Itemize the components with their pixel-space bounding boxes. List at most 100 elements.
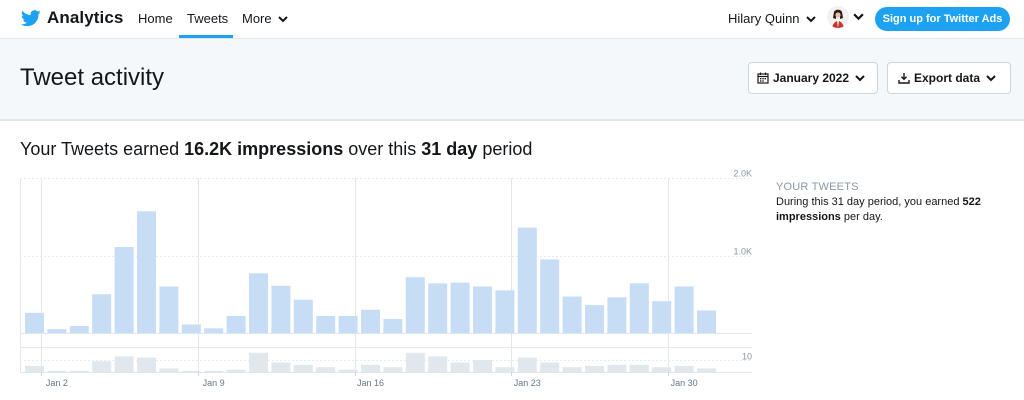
engagements-bar <box>204 370 224 372</box>
impressions-bar <box>159 286 179 333</box>
impressions-bar <box>428 283 448 333</box>
user-menu[interactable]: Hilary Quinn <box>728 11 816 26</box>
impressions-bar <box>204 328 224 333</box>
engagements-bar <box>540 362 560 372</box>
date-range-button[interactable]: January 2022 <box>748 62 878 94</box>
impressions-chart: 2.0K 1.0K 10 Jan 2 Jan 9 Jan 16 Jan 23 Jan 30 <box>20 170 752 388</box>
impressions-bar <box>607 297 627 333</box>
nav-tweets[interactable]: Tweets <box>187 11 229 26</box>
impressions-bar <box>114 246 134 333</box>
top-nav: Analytics Home Tweets More Hilary Quinn … <box>0 0 1024 39</box>
engagements-bar <box>383 367 403 372</box>
side-text-suffix: per day. <box>843 211 883 223</box>
impressions-bar <box>25 312 44 333</box>
chevron-down-icon <box>986 74 996 81</box>
engagements-bar <box>69 370 89 372</box>
summary-impressions: 16.2K impressions <box>184 139 344 159</box>
user-name: Hilary Quinn <box>728 11 800 26</box>
engagements-bar <box>249 352 268 372</box>
nav-more[interactable]: More <box>242 11 288 26</box>
impressions-bar <box>316 315 336 333</box>
impressions-bar <box>405 277 425 333</box>
impressions-bar <box>92 294 112 333</box>
y-tick-label: 1.0K <box>733 247 752 257</box>
impressions-bar <box>629 283 649 333</box>
impressions-bar <box>47 329 67 333</box>
x-tick-label: Jan 30 <box>671 378 698 388</box>
engagements-bar <box>450 362 470 372</box>
engagements-bar <box>226 369 246 372</box>
side-text-prefix: During this 31 day period, you earned <box>776 196 960 208</box>
engagements-bar <box>629 364 649 372</box>
twitter-bird-icon <box>21 9 41 26</box>
engagements-bar <box>293 364 313 372</box>
engagements-bar <box>271 362 291 372</box>
avatar[interactable] <box>827 6 849 28</box>
engagements-bar <box>473 360 492 372</box>
impressions-bar <box>495 290 515 333</box>
date-range-label: January 2022 <box>772 71 850 85</box>
engagements-bar <box>674 366 694 372</box>
engagements-bar <box>405 352 425 372</box>
impressions-bar <box>137 211 156 333</box>
impressions-bar <box>674 286 694 333</box>
engagements-bar <box>652 367 672 372</box>
side-heading: YOUR TWEETS <box>776 181 859 193</box>
avatar-image <box>827 6 849 28</box>
export-data-button[interactable]: Export data <box>887 62 1011 94</box>
engagements-bar <box>607 364 627 372</box>
chevron-down-icon <box>855 74 865 81</box>
x-tick-label: Jan 9 <box>203 378 225 388</box>
impressions-bar <box>697 310 716 333</box>
sign-up-ads-button[interactable]: Sign up for Twitter Ads <box>875 7 1010 31</box>
x-tick-label: Jan 23 <box>514 378 541 388</box>
impressions-bar <box>517 227 537 333</box>
impressions-bar <box>450 282 470 333</box>
impressions-bar <box>338 315 358 333</box>
engagements-bar <box>316 367 336 372</box>
page-title: Tweet activity <box>20 64 165 91</box>
chevron-down-icon <box>278 16 288 23</box>
side-value-label: impressions <box>776 211 841 223</box>
x-tick-label: Jan 16 <box>357 378 384 388</box>
summary-period: 31 day <box>421 139 478 159</box>
download-icon <box>898 73 910 84</box>
engagements-bar <box>495 367 515 372</box>
impressions-bar <box>473 286 492 333</box>
impressions-bar <box>652 301 672 333</box>
chevron-down-icon <box>806 16 816 23</box>
brand-link[interactable]: Analytics <box>21 8 124 28</box>
export-data-label: Export data <box>913 71 980 85</box>
engagements-bar <box>137 357 156 372</box>
impressions-bar <box>540 259 560 333</box>
nav-active-indicator <box>179 35 233 38</box>
impressions-bar <box>383 319 403 333</box>
tweets-summary-panel: YOUR TWEETS During this 31 day period, y… <box>776 180 1006 225</box>
engagements-bar <box>697 368 716 372</box>
calendar-icon <box>757 72 769 84</box>
summary-middle: over this <box>348 139 417 159</box>
summary-prefix: Your Tweets earned <box>20 139 180 159</box>
impressions-bar <box>249 273 268 333</box>
engagements-bar <box>25 366 44 372</box>
engagements-bar <box>92 361 112 372</box>
engagements-bar <box>181 370 201 372</box>
impressions-bar <box>181 324 201 333</box>
engagements-bar <box>428 356 448 372</box>
nav-home[interactable]: Home <box>138 11 173 26</box>
side-value: 522 <box>962 196 981 208</box>
engagements-bar <box>361 364 380 372</box>
brand-name: Analytics <box>47 8 124 27</box>
summary-suffix: period <box>482 139 533 159</box>
engagements-bar <box>517 357 537 372</box>
engagements-bar <box>159 368 179 372</box>
side-text: During this 31 day period, you earned 52… <box>776 195 1006 225</box>
impressions-bar <box>361 309 380 333</box>
engagements-bar <box>585 366 604 372</box>
impressions-bar <box>69 326 89 333</box>
engagements-bar <box>47 370 67 372</box>
engagements-bar <box>338 369 358 372</box>
impressions-bar <box>293 299 313 333</box>
chevron-down-icon[interactable] <box>853 13 864 21</box>
y-tick-label: 2.0K <box>733 170 752 179</box>
